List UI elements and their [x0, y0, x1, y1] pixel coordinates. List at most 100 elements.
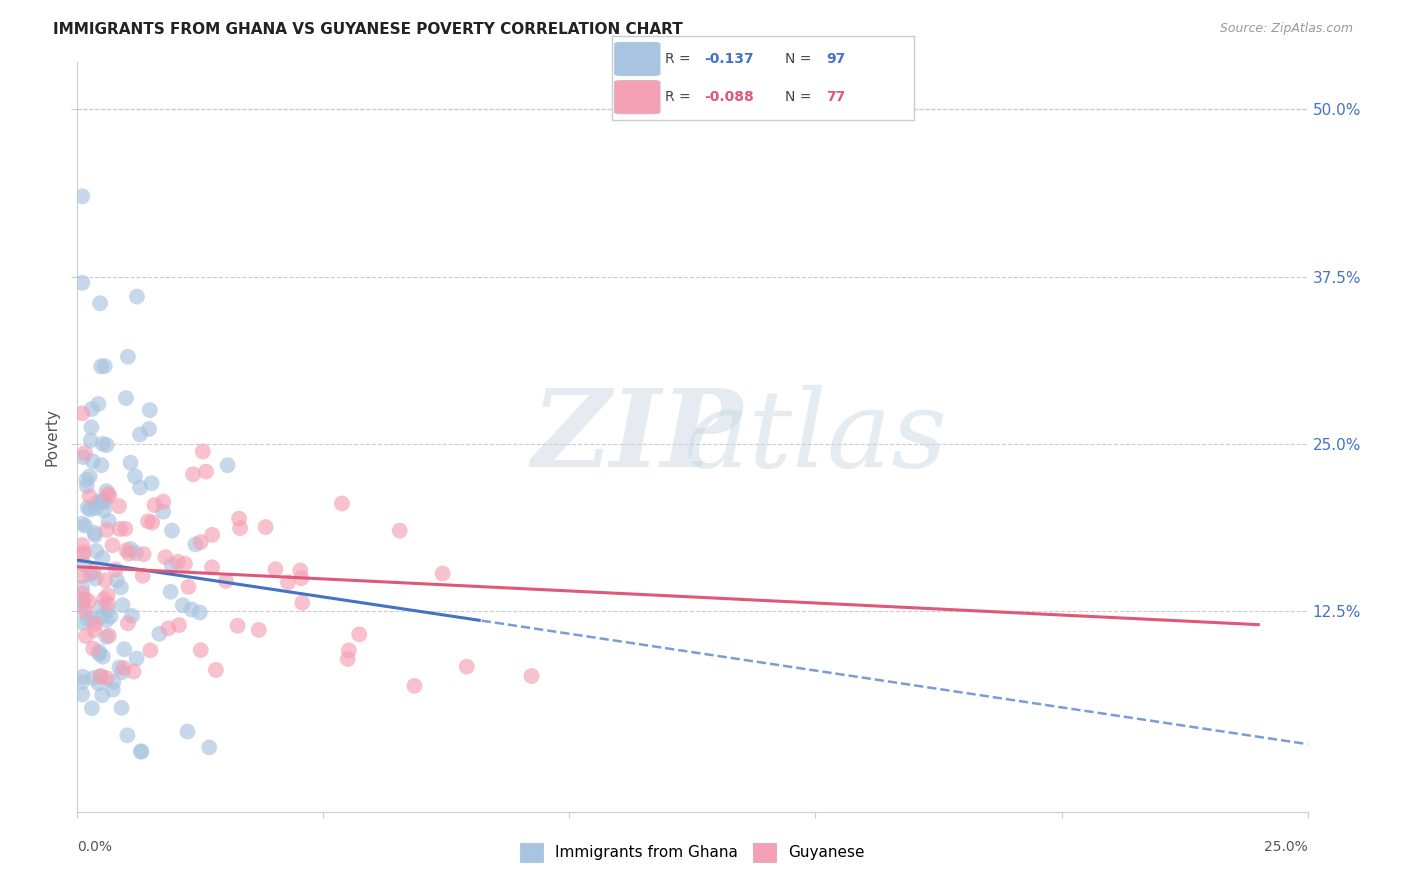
Point	[96, 523, 118, 537]
Point	[136, 514, 159, 528]
Point	[108, 499, 131, 513]
Text: N =: N =	[786, 90, 815, 104]
Point	[177, 580, 200, 594]
Point	[70, 516, 93, 531]
Point	[101, 538, 124, 552]
Point	[229, 521, 252, 535]
Point	[96, 630, 118, 644]
Point	[120, 456, 142, 470]
Point	[70, 276, 93, 290]
Point	[121, 608, 143, 623]
Point	[132, 568, 155, 582]
Point	[96, 484, 118, 499]
Point	[125, 546, 148, 560]
Point	[290, 563, 312, 577]
Point	[80, 402, 103, 417]
Point	[97, 514, 120, 528]
Point	[198, 740, 221, 755]
Point	[290, 571, 312, 585]
Point	[70, 674, 93, 689]
Text: -0.137: -0.137	[704, 52, 754, 66]
Point	[73, 558, 96, 572]
Point	[129, 427, 152, 442]
Point	[70, 189, 93, 203]
Point	[117, 728, 139, 742]
Point	[80, 434, 103, 448]
Point	[201, 528, 224, 542]
Text: Source: ZipAtlas.com: Source: ZipAtlas.com	[1219, 22, 1353, 36]
Point	[94, 573, 117, 587]
Point	[75, 518, 97, 533]
Point	[72, 450, 94, 464]
Point	[101, 682, 124, 697]
Text: R =: R =	[665, 90, 695, 104]
Point	[190, 643, 212, 657]
Point	[70, 538, 93, 552]
Point	[111, 665, 134, 680]
Point	[181, 467, 204, 482]
Point	[93, 495, 115, 509]
Point	[201, 560, 224, 574]
Point	[118, 547, 141, 561]
Text: atlas: atlas	[683, 384, 948, 490]
Point	[96, 671, 118, 685]
Point	[83, 525, 105, 540]
Point	[87, 644, 110, 658]
Point	[520, 669, 543, 683]
Point	[141, 476, 163, 491]
Point	[82, 611, 104, 625]
Point	[70, 581, 93, 595]
Point	[152, 505, 174, 519]
Point	[347, 627, 370, 641]
Point	[166, 555, 188, 569]
Point	[84, 571, 107, 585]
Point	[184, 537, 207, 551]
Point	[191, 444, 214, 458]
Point	[90, 609, 112, 624]
Point	[108, 660, 131, 674]
Legend: Immigrants from Ghana, Guyanese: Immigrants from Ghana, Guyanese	[513, 837, 872, 868]
Point	[120, 541, 142, 556]
Point	[148, 626, 170, 640]
Point	[160, 558, 183, 572]
Point	[73, 446, 96, 460]
Point	[90, 600, 112, 615]
Point	[155, 550, 177, 565]
Point	[174, 557, 197, 571]
Point	[117, 350, 139, 364]
Point	[93, 493, 115, 508]
Point	[456, 659, 478, 673]
Point	[160, 524, 183, 538]
Point	[89, 669, 111, 683]
Point	[117, 616, 139, 631]
Point	[217, 458, 239, 473]
Point	[75, 629, 97, 643]
Text: -0.088: -0.088	[704, 90, 754, 104]
Point	[97, 487, 120, 501]
Point	[226, 618, 249, 632]
Point	[97, 629, 120, 643]
Point	[336, 652, 359, 666]
Point	[139, 403, 162, 417]
Point	[124, 469, 146, 483]
Point	[70, 688, 93, 702]
Point	[79, 489, 101, 503]
Point	[70, 569, 93, 583]
Point	[84, 528, 107, 542]
Point	[122, 665, 145, 679]
Point	[90, 359, 112, 374]
Point	[105, 574, 128, 588]
Point	[90, 495, 112, 509]
Point	[215, 574, 238, 588]
Point	[80, 701, 103, 715]
Point	[254, 520, 277, 534]
Point	[115, 543, 138, 558]
Point	[89, 647, 111, 661]
Point	[125, 289, 148, 303]
Point	[247, 623, 270, 637]
Text: 0.0%: 0.0%	[77, 840, 112, 855]
Point	[152, 494, 174, 508]
Point	[190, 535, 212, 549]
Point	[84, 501, 107, 516]
Point	[83, 623, 105, 637]
